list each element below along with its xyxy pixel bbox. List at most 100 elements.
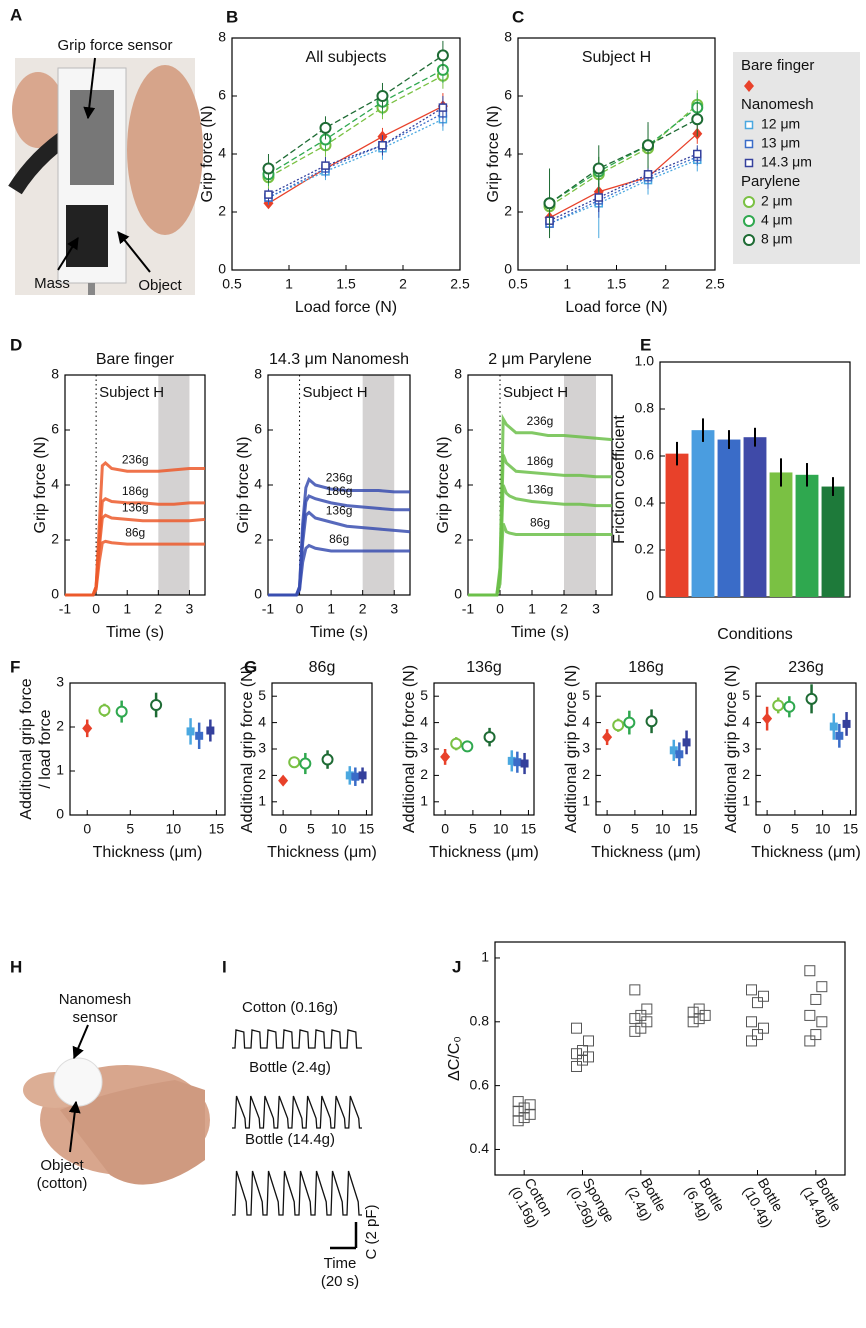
marker: [816, 1016, 828, 1028]
panel-letter: A: [10, 5, 22, 24]
marker: [675, 750, 684, 759]
category-label: Sponge(0.26g): [565, 1175, 618, 1230]
y-tick-label: 2: [454, 531, 462, 547]
sensor-window: [70, 90, 114, 185]
marker: [520, 759, 529, 768]
trace: [232, 1170, 362, 1216]
marker: [743, 215, 755, 227]
y-tick-label: 1: [582, 793, 590, 809]
legend-box: [733, 52, 860, 264]
series-line: [268, 543, 410, 597]
marker: [594, 193, 604, 202]
scale-label: (20 s): [321, 1273, 359, 1290]
y-tick-label: 8: [454, 366, 462, 382]
x-tick-label: 0: [763, 821, 771, 837]
y-tick-label: 6: [454, 421, 462, 437]
shaded-region: [158, 375, 190, 595]
y-tick-label: 0: [51, 586, 59, 602]
x-tick-label: 3: [186, 601, 194, 617]
x-tick-label: 5: [307, 821, 315, 837]
y-axis-label: Additional grip force (N): [723, 665, 740, 833]
x-tick-label: 15: [843, 821, 859, 837]
plot-frame: [433, 682, 535, 816]
y-tick-label: 4: [218, 145, 226, 161]
x-tick-label: 10: [815, 821, 831, 837]
legend-heading: Bare finger: [741, 57, 814, 74]
marker: [772, 699, 785, 712]
x-tick-label: 2: [154, 601, 162, 617]
marker: [524, 1099, 536, 1111]
series-line: [268, 105, 444, 204]
x-axis-label: Time (s): [310, 624, 368, 641]
marker: [762, 712, 773, 725]
marker: [592, 162, 605, 175]
category-label: Bottle(14.4g): [798, 1175, 845, 1230]
y-tick-label: 5: [582, 687, 590, 703]
series-line: [549, 118, 698, 204]
marker: [629, 1013, 641, 1025]
marker: [641, 1003, 653, 1015]
marker: [299, 757, 312, 770]
x-tick-label: 10: [166, 821, 182, 837]
marker: [571, 1060, 582, 1072]
y-tick-label: 1: [481, 949, 489, 965]
photo-label: sensor: [72, 1009, 117, 1026]
x-tick-label: 0: [441, 821, 449, 837]
x-tick-label: 1: [123, 601, 131, 617]
x-tick-label: 2.5: [450, 276, 470, 292]
marker: [583, 1035, 594, 1047]
y-tick-label: 0.4: [470, 1140, 490, 1156]
y-tick-label: 0: [504, 261, 512, 277]
marker: [262, 162, 275, 175]
x-tick-label: 2: [560, 601, 568, 617]
marker: [829, 722, 838, 731]
series-label: 186g: [527, 454, 554, 468]
marker: [758, 990, 769, 1002]
shaded-region: [564, 375, 596, 595]
series-label: 86g: [329, 532, 349, 546]
y-tick-label: 0: [254, 586, 262, 602]
chart-title: 136g: [466, 659, 502, 676]
marker: [461, 740, 474, 753]
marker: [783, 700, 796, 713]
bar: [717, 439, 741, 597]
x-tick-label: 2.5: [705, 276, 725, 292]
category-label: Cotton(0.16g): [507, 1175, 556, 1230]
annotation: Subject H: [99, 384, 164, 401]
marker: [804, 1035, 816, 1047]
marker: [512, 1096, 524, 1108]
y-tick-label: 1: [258, 793, 266, 809]
chart-title: All subjects: [306, 49, 387, 66]
panel-letter: C: [512, 7, 524, 26]
panel-letter: D: [10, 335, 22, 354]
y-tick-label: 5: [742, 687, 750, 703]
y-axis-label: Grip force (N): [235, 437, 252, 534]
marker: [699, 1009, 711, 1021]
y-tick-label: 8: [51, 366, 59, 382]
y-tick-label: 0.6: [635, 447, 655, 463]
y-tick-label: 3: [582, 740, 590, 756]
y-tick-label: 2: [258, 766, 266, 782]
marker: [321, 161, 330, 170]
x-tick-label: 3: [390, 601, 398, 617]
series-label: 236g: [122, 452, 149, 466]
y-tick-label: 6: [254, 421, 262, 437]
y-tick-label: 8: [254, 366, 262, 382]
x-tick-label: 0: [92, 601, 100, 617]
panel-letter: F: [10, 657, 20, 676]
marker: [264, 190, 273, 199]
y-tick-label: 2: [742, 766, 750, 782]
marker: [513, 758, 522, 767]
series-line: [549, 104, 698, 207]
panel-letter: H: [10, 957, 22, 976]
arrow: [83, 57, 96, 120]
y-axis-label: Grip force (N): [485, 106, 502, 203]
x-axis-label: Thickness (μm): [93, 844, 203, 861]
chart-title: Subject H: [582, 49, 651, 66]
photo-label: Object: [138, 277, 182, 294]
y-tick-label: 2: [420, 766, 428, 782]
y-tick-label: 3: [420, 740, 428, 756]
marker: [358, 771, 367, 780]
marker: [440, 750, 451, 763]
x-axis-label: Thickness (μm): [751, 844, 861, 861]
